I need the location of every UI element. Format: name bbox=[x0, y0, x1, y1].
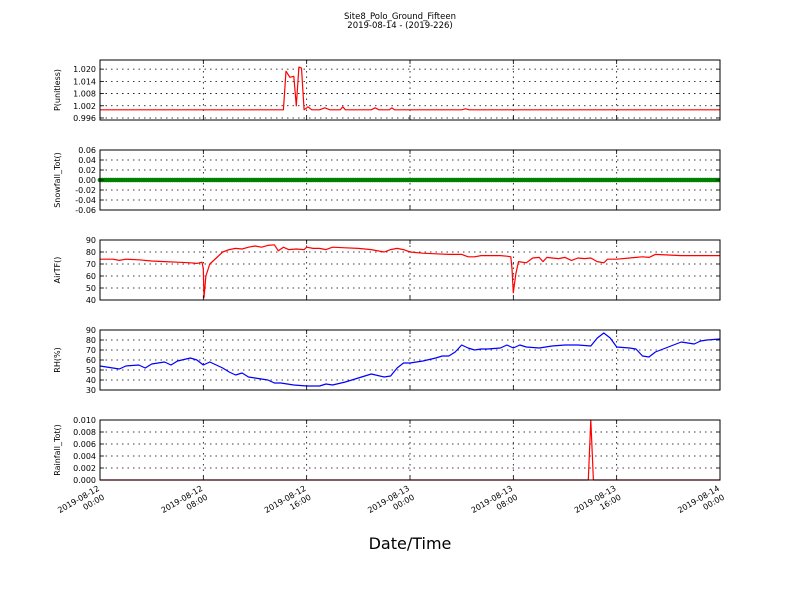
series-line bbox=[100, 66, 720, 111]
panel-1: -0.06-0.04-0.020.000.020.040.06 Snowfall_… bbox=[53, 146, 721, 215]
y-tick-label: 0.008 bbox=[73, 428, 96, 437]
series-line bbox=[99, 332, 721, 387]
y-tick-label: 1.002 bbox=[73, 102, 96, 111]
y-tick-label: 0.04 bbox=[78, 156, 96, 165]
y-tick-label: 90 bbox=[86, 236, 96, 245]
y-axis-label: AirTF() bbox=[53, 257, 62, 284]
panel-2: 40 50 60 70 80 90 AirTF() bbox=[53, 236, 721, 305]
y-tick-label: -0.06 bbox=[75, 206, 96, 215]
y-tick-label: 70 bbox=[86, 260, 96, 269]
y-axis-label: Rainfall_Tot() bbox=[53, 424, 62, 476]
y-tick-label: 60 bbox=[86, 272, 96, 281]
y-tick-label: 0.006 bbox=[73, 440, 96, 449]
y-tick-label: 40 bbox=[86, 376, 96, 385]
y-tick-label: 80 bbox=[86, 248, 96, 257]
chart-title: Site8_Polo_Ground_Fifteen bbox=[344, 12, 456, 22]
y-tick-label: 1.020 bbox=[73, 65, 96, 74]
y-tick-label: 0.00 bbox=[78, 176, 96, 185]
y-tick-label: 50 bbox=[86, 366, 96, 375]
x-axis-label: Date/Time bbox=[368, 534, 452, 553]
y-tick-label: 50 bbox=[86, 284, 96, 293]
panel-4: 0.000 0.002 0.004 0.006 0.008 0.010 Rainfall_T… bbox=[53, 416, 721, 485]
y-tick-label: -0.02 bbox=[75, 186, 96, 195]
y-axis-label: RH(%) bbox=[53, 347, 62, 372]
y-tick-label: 1.014 bbox=[73, 77, 96, 86]
y-tick-label: 0.996 bbox=[73, 114, 96, 123]
y-tick-label: 90 bbox=[86, 326, 96, 335]
y-tick-label: 1.008 bbox=[73, 90, 96, 99]
y-tick-label: 0.02 bbox=[78, 166, 96, 175]
chart-subtitle: 2019-08-14 - (2019-226) bbox=[347, 21, 453, 31]
y-tick-label: 0.000 bbox=[73, 476, 96, 485]
y-tick-label: 0.010 bbox=[73, 416, 96, 425]
series-line bbox=[100, 244, 720, 299]
y-tick-label: 70 bbox=[86, 346, 96, 355]
y-tick-label: 0.004 bbox=[73, 452, 96, 461]
y-axis-label: P(unitless) bbox=[53, 69, 62, 111]
y-tick-label: 0.002 bbox=[73, 464, 96, 473]
y-tick-label: 30 bbox=[86, 386, 96, 395]
y-axis-label: Snowfall_Tot() bbox=[53, 152, 62, 208]
panel-0: 0.996 1.002 1.008 1.014 1.020 P(unitless) bbox=[53, 59, 721, 123]
y-tick-label: 60 bbox=[86, 356, 96, 365]
y-tick-label: -0.04 bbox=[75, 196, 96, 205]
y-tick-label: 0.06 bbox=[78, 146, 96, 155]
y-tick-label: 80 bbox=[86, 336, 96, 345]
y-tick-label: 40 bbox=[86, 296, 96, 305]
